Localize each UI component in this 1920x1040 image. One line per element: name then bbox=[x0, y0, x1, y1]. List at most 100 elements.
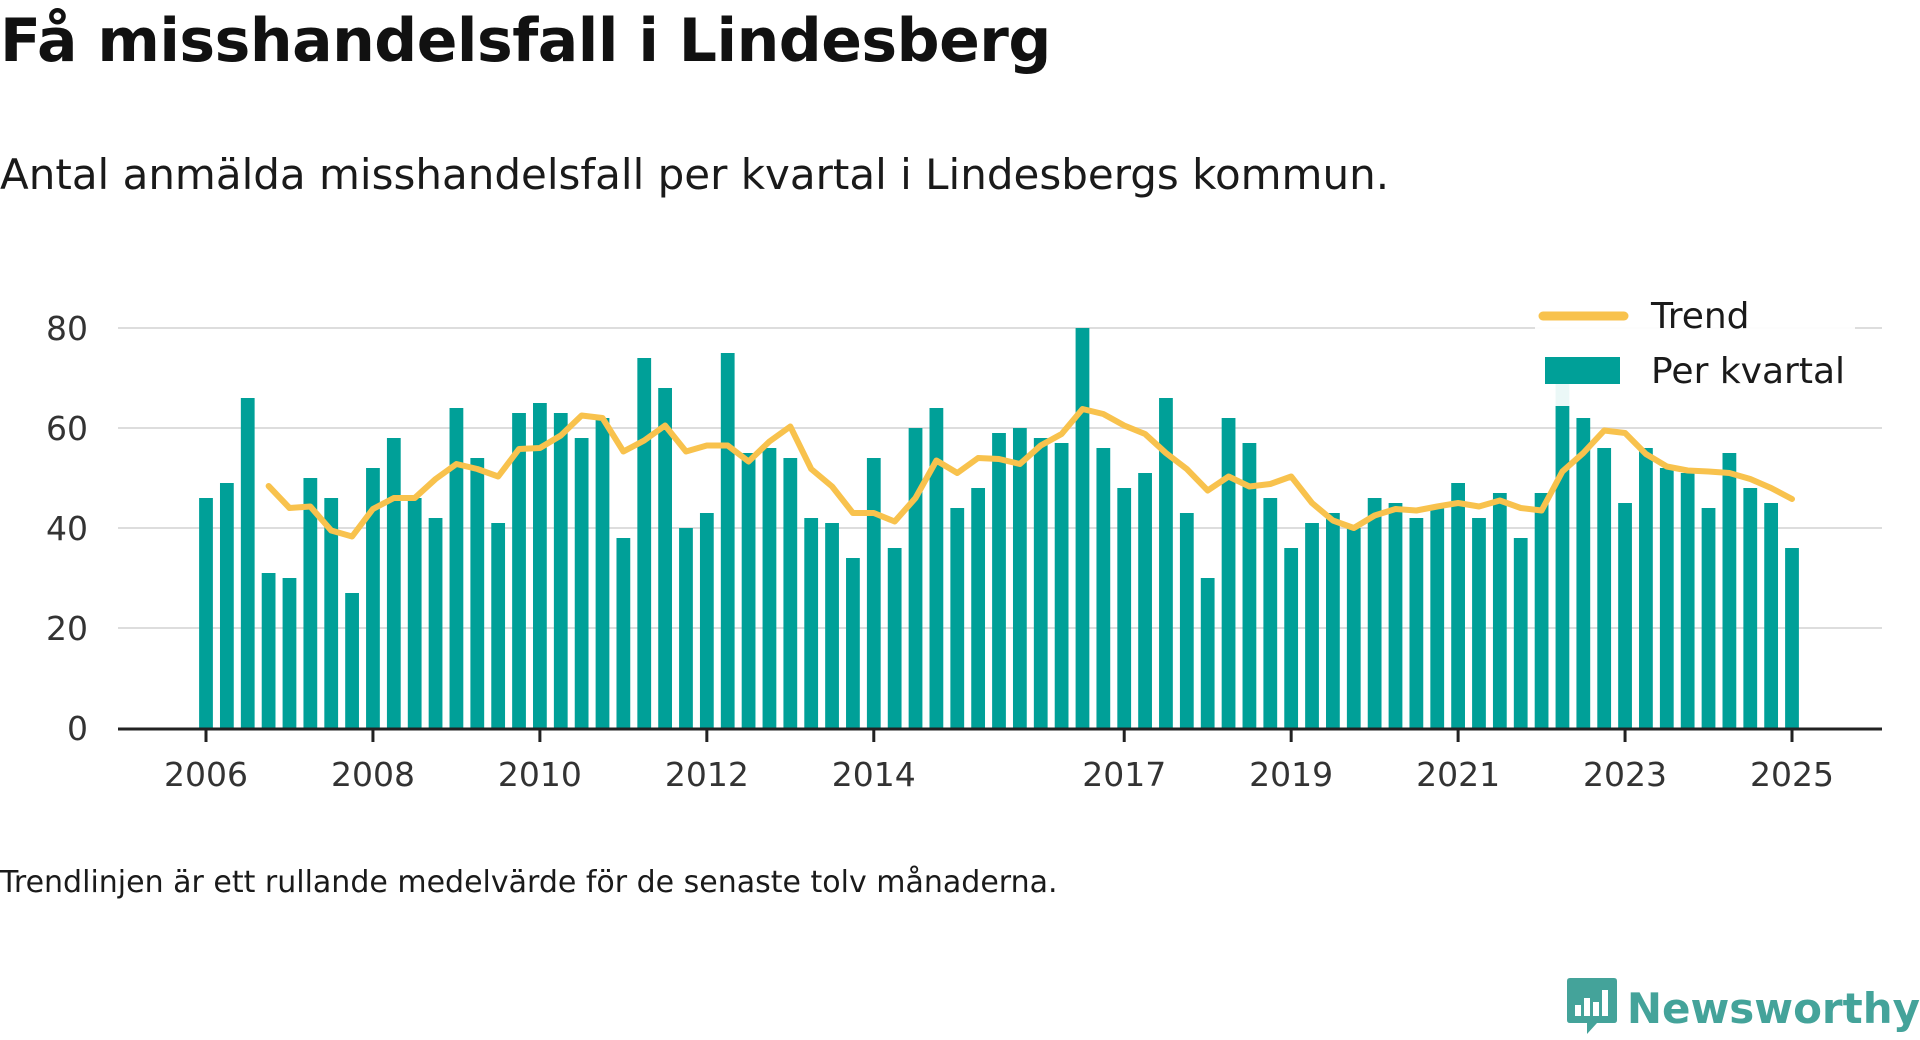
bar bbox=[512, 413, 526, 728]
bar bbox=[1388, 503, 1403, 728]
bar bbox=[1346, 528, 1361, 728]
bar bbox=[1555, 363, 1570, 728]
bar bbox=[825, 523, 839, 728]
bar bbox=[1576, 418, 1591, 728]
bar bbox=[1200, 578, 1215, 728]
bar bbox=[1451, 483, 1465, 728]
bar bbox=[1221, 418, 1236, 728]
bar bbox=[491, 523, 506, 728]
bar bbox=[240, 398, 255, 728]
bar bbox=[1639, 448, 1653, 728]
bar bbox=[616, 538, 631, 728]
bar bbox=[762, 448, 777, 728]
bar bbox=[658, 388, 672, 728]
bar bbox=[804, 518, 819, 728]
bar bbox=[637, 358, 652, 728]
bar bbox=[846, 558, 860, 728]
brand-name: Newsworthy bbox=[1626, 983, 1920, 1033]
bar bbox=[324, 498, 339, 728]
y-axis: 0 20 40 60 80 bbox=[46, 309, 88, 748]
bar bbox=[866, 458, 881, 728]
y-tick-label: 20 bbox=[46, 609, 88, 648]
bar bbox=[1326, 513, 1340, 728]
bar bbox=[1492, 493, 1507, 728]
legend-bar-swatch bbox=[1545, 357, 1620, 384]
bar bbox=[1367, 498, 1382, 728]
bar bbox=[1701, 508, 1716, 728]
bar-chart: 2006 2008 2010 2012 2014 2017 2019 2021 2023 2025… bbox=[46, 296, 1882, 794]
bar bbox=[261, 573, 276, 728]
bar bbox=[199, 498, 213, 728]
bar bbox=[282, 578, 297, 728]
footnote: Trendlinjen är ett rullande medelvärde f… bbox=[0, 865, 1058, 900]
bar bbox=[1409, 518, 1424, 728]
bar-series bbox=[199, 328, 1799, 728]
bar bbox=[553, 413, 568, 728]
bar bbox=[1618, 503, 1632, 728]
legend-trend-label: Trend bbox=[1650, 296, 1750, 337]
bar bbox=[1284, 548, 1299, 728]
chart-subtitle: Antal anmälda misshandelsfall per kvarta… bbox=[0, 150, 1390, 199]
bar bbox=[908, 428, 923, 728]
bar bbox=[887, 548, 902, 728]
y-tick-label: 0 bbox=[67, 709, 88, 748]
bar bbox=[741, 453, 756, 728]
bar bbox=[1597, 448, 1612, 728]
x-tick-label: 2021 bbox=[1416, 755, 1500, 794]
legend-bar-label: Per kvartal bbox=[1651, 351, 1845, 392]
bar bbox=[1764, 503, 1779, 728]
bar bbox=[992, 433, 1006, 728]
bar bbox=[345, 593, 359, 728]
bar bbox=[1430, 508, 1445, 728]
bar bbox=[1743, 488, 1758, 728]
bar bbox=[219, 483, 234, 728]
y-tick-label: 40 bbox=[46, 509, 88, 548]
bar bbox=[1263, 498, 1278, 728]
bar bbox=[1159, 398, 1173, 728]
newsworthy-logo-icon bbox=[1566, 978, 1617, 1038]
y-tick-label: 80 bbox=[46, 309, 88, 348]
bar bbox=[1054, 443, 1069, 728]
bar bbox=[1242, 443, 1257, 728]
x-tick-label: 2006 bbox=[164, 755, 248, 794]
trend-series bbox=[265, 406, 1795, 540]
bar bbox=[679, 528, 693, 728]
bar bbox=[1305, 523, 1319, 728]
x-tick-label: 2014 bbox=[832, 755, 916, 794]
bar bbox=[1096, 448, 1111, 728]
bar bbox=[1472, 518, 1486, 728]
x-tick-label: 2008 bbox=[331, 755, 415, 794]
x-tick-label: 2025 bbox=[1750, 755, 1834, 794]
bar bbox=[720, 353, 735, 728]
x-tick-label: 2012 bbox=[665, 755, 749, 794]
bar bbox=[1179, 513, 1194, 728]
bar bbox=[971, 488, 986, 728]
bar bbox=[1659, 468, 1674, 728]
bar bbox=[428, 518, 443, 728]
bar bbox=[1012, 428, 1027, 728]
x-tick-label: 2010 bbox=[498, 755, 582, 794]
bar bbox=[1680, 473, 1695, 728]
bar bbox=[303, 478, 318, 728]
x-tick-label: 2017 bbox=[1082, 755, 1166, 794]
bar bbox=[533, 403, 547, 728]
bar bbox=[470, 458, 485, 728]
bar bbox=[366, 468, 380, 728]
bar bbox=[950, 508, 965, 728]
bar bbox=[699, 513, 714, 728]
brand-logo: Newsworthy bbox=[1566, 978, 1920, 1038]
bar bbox=[1513, 538, 1528, 728]
bar bbox=[386, 438, 401, 728]
bar bbox=[1785, 548, 1799, 728]
bar bbox=[783, 458, 798, 728]
bar bbox=[407, 498, 422, 728]
bar bbox=[1075, 328, 1090, 728]
bar bbox=[1033, 438, 1048, 728]
bar bbox=[595, 418, 610, 728]
x-tick-label: 2023 bbox=[1583, 755, 1667, 794]
bar bbox=[1534, 493, 1549, 728]
bar bbox=[449, 408, 464, 728]
y-tick-label: 60 bbox=[46, 409, 88, 448]
bar bbox=[1117, 488, 1132, 728]
x-axis: 2006 2008 2010 2012 2014 2017 2019 2021 2023 2025 bbox=[118, 727, 1882, 794]
